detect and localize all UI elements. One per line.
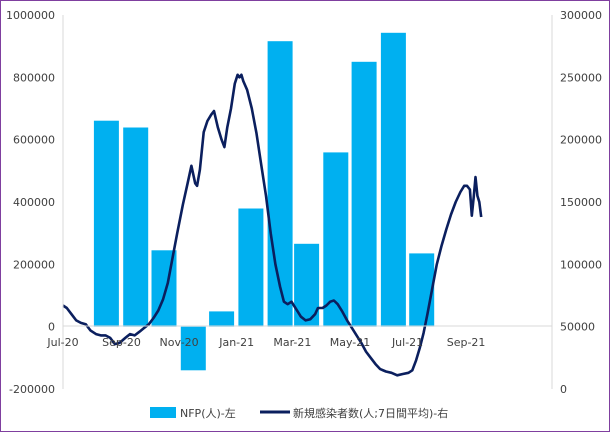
right-tick-label: 200000 [560, 134, 602, 147]
x-tick-label: May-21 [330, 336, 371, 349]
right-tick-label: 100000 [560, 258, 602, 271]
nfp-bar [238, 208, 264, 327]
nfp-bar [267, 41, 293, 327]
legend-line-label: 新規感染者数(人;7日間平均)-右 [293, 406, 448, 420]
x-tick-label: Jul-20 [46, 336, 78, 349]
nfp-bar [380, 32, 406, 327]
nfp-bar [123, 127, 149, 327]
x-tick-label: Nov-20 [160, 336, 199, 349]
x-tick-label: Mar-21 [273, 336, 311, 349]
nfp-bar [209, 311, 235, 327]
nfp-bar [93, 120, 119, 327]
left-tick-label: -200000 [9, 383, 55, 396]
nfp-bar [409, 253, 435, 327]
x-tick-label: Sep-20 [102, 336, 141, 349]
left-tick-label: 200000 [13, 258, 55, 271]
left-tick-label: 0 [48, 321, 55, 334]
left-tick-label: 800000 [13, 71, 55, 84]
left-tick-label: 1000000 [6, 9, 55, 22]
nfp-bar [323, 152, 349, 327]
nfp-bar [351, 61, 377, 327]
x-tick-label: Sep-21 [447, 336, 486, 349]
left-tick-label: 600000 [13, 134, 55, 147]
right-tick-label: 150000 [560, 196, 602, 209]
covid-cases-line [62, 73, 483, 377]
nfp-bar [180, 326, 206, 371]
legend-bar-label: NFP(人)-左 [180, 407, 236, 420]
right-tick-label: 250000 [560, 71, 602, 84]
x-tick-label: Jan-21 [218, 336, 254, 349]
right-tick-label: 0 [560, 383, 567, 396]
legend: NFP(人)-左 新規感染者数(人;7日間平均)-右 [150, 406, 448, 420]
x-tick-label: Jul-21 [391, 336, 423, 349]
left-tick-label: 400000 [13, 196, 55, 209]
legend-bar-swatch [150, 407, 176, 418]
right-tick-label: 300000 [560, 9, 602, 22]
right-tick-label: 50000 [560, 321, 595, 334]
